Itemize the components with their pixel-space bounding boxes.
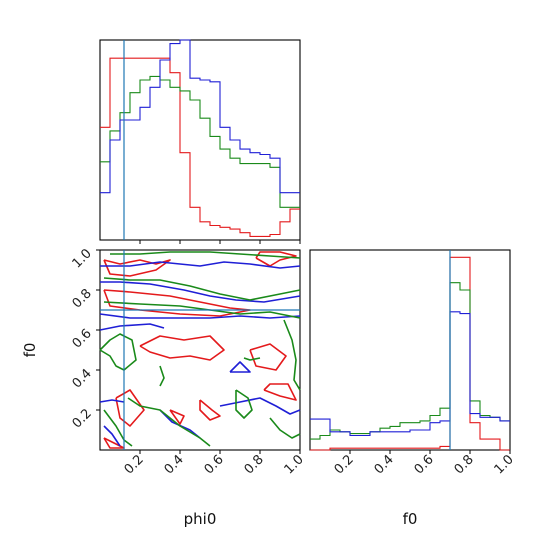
contour-green-9: [269, 417, 301, 439]
contour-green-6: [127, 397, 211, 447]
f0-y-tick-label: 0.8: [70, 286, 95, 311]
x-axis-label-f0: f0: [403, 510, 418, 528]
contour-red-5: [169, 409, 185, 425]
f0-x-tick-label: 1.0: [492, 452, 517, 477]
contour-green-4: [283, 319, 301, 391]
phi0-hist-green: [100, 75, 300, 208]
contour-red-6: [249, 343, 287, 371]
contour-green-8: [235, 389, 253, 419]
contour-green-10: [159, 365, 165, 387]
contour-red-9: [103, 437, 125, 449]
contour-green-7: [103, 409, 133, 447]
phi0-x-tick-label: 1.0: [282, 452, 307, 477]
phi0-x-tick-label: 0.6: [202, 452, 227, 477]
f0-y-tick-label: 0.6: [70, 326, 95, 351]
phi0-hist-blue: [100, 39, 300, 194]
contour-red-7: [255, 251, 297, 267]
phi0-x-tick-label: 0.2: [122, 452, 147, 477]
f0-x-tick-label: 0.6: [412, 452, 437, 477]
phi0-x-tick-label: 0.4: [162, 452, 187, 477]
f0-x-tick-label: 0.2: [332, 452, 357, 477]
f0-x-tick-label: 0.8: [452, 452, 477, 477]
joint-contours: [99, 251, 301, 449]
contour-red-3: [115, 389, 145, 427]
f0-y-tick-label: 1.0: [70, 246, 95, 271]
contour-red-2: [139, 335, 225, 361]
f0-hist-blue: [310, 311, 510, 437]
truth-lines: [100, 40, 451, 450]
contour-blue-4: [99, 399, 125, 403]
contour-blue-6: [103, 425, 121, 447]
contour-red-0: [103, 259, 171, 277]
contour-blue-0: [100, 261, 301, 269]
contour-blue-2: [99, 313, 301, 319]
contour-blue-8: [219, 397, 301, 415]
phi0-marginal-panel-frame: [99, 39, 301, 241]
f0-marginal-histograms: [310, 256, 510, 451]
x-axis-label-phi0: phi0: [184, 510, 217, 528]
f0-y-tick-label: 0.2: [70, 406, 95, 431]
contour-green-3: [99, 333, 137, 371]
f0-marginal-panel-frame: [309, 249, 511, 451]
contour-green-1: [103, 277, 301, 301]
contour-blue-3: [99, 323, 165, 331]
contour-green-0: [110, 251, 301, 259]
phi0-hist-red: [100, 57, 300, 237]
f0-y-tick-label: 0.4: [70, 366, 95, 391]
phi0-marginal-histograms: [100, 39, 300, 237]
contour-blue-5: [229, 361, 251, 373]
f0-hist-red: [310, 256, 510, 451]
phi0-x-tick-label: 0.8: [242, 452, 267, 477]
contour-red-4: [199, 399, 221, 421]
contour-blue-1: [100, 281, 301, 303]
contour-green-5: [243, 357, 261, 361]
f0-x-tick-label: 0.4: [372, 452, 397, 477]
contour-red-8: [263, 383, 297, 401]
y-axis-label-f0: f0: [21, 343, 39, 358]
